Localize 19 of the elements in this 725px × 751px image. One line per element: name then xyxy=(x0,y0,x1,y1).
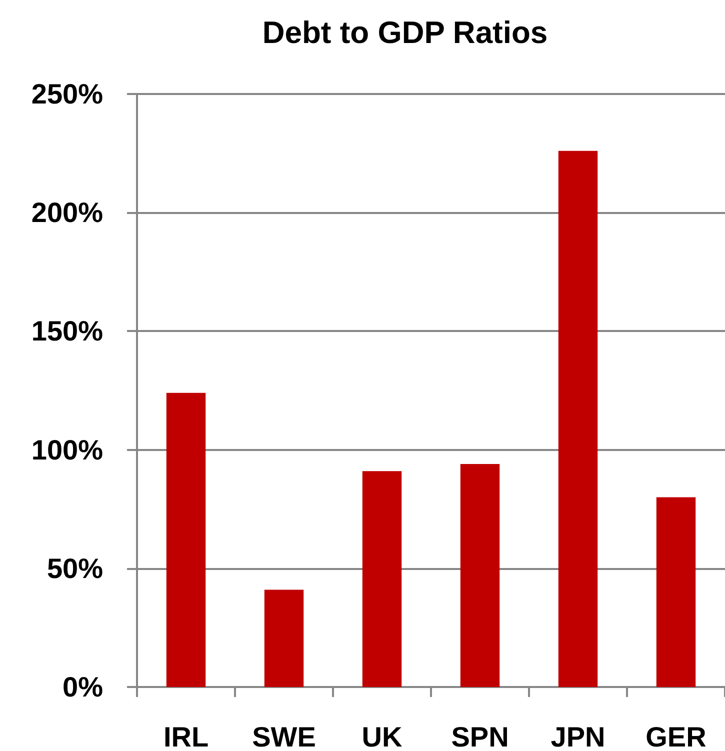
bar xyxy=(460,464,500,687)
bar xyxy=(264,590,304,687)
x-tick-label: UK xyxy=(362,722,402,751)
bar xyxy=(362,471,402,687)
bar xyxy=(166,392,206,687)
y-tick-label: 50% xyxy=(46,552,104,584)
x-tick-label: SWE xyxy=(252,722,316,751)
x-tick-label: SPN xyxy=(451,722,509,751)
x-tick-label: GER xyxy=(646,722,706,751)
y-tick-label: 250% xyxy=(31,78,104,110)
x-tick-label: IRL xyxy=(163,722,209,751)
bar xyxy=(656,497,696,687)
y-tick-label: 100% xyxy=(31,434,104,466)
y-tick-label: 150% xyxy=(31,316,104,347)
x-tick-label: JPN xyxy=(550,722,606,751)
y-tick-label: 0% xyxy=(62,672,104,702)
bar xyxy=(558,150,598,687)
y-tick-label: 200% xyxy=(31,197,104,228)
chart-title: Debt to GDP Ratios xyxy=(262,15,548,50)
